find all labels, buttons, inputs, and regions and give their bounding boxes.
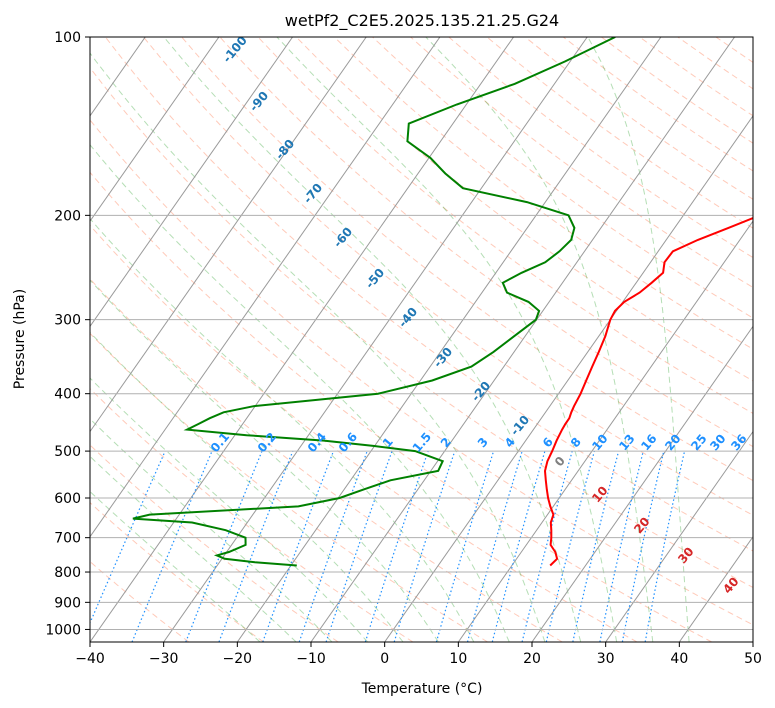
isotherm: [605, 430, 753, 642]
x-axis-label: Temperature (°C): [361, 681, 483, 697]
isotherm: [236, 37, 662, 642]
isotherm: [90, 37, 514, 642]
mixing-ratio-line: [599, 450, 644, 642]
axis-ticks: −40 −30 −20 −10 0 10 20 30 40 50 100 200 300 400 500 60…: [45, 30, 762, 667]
x-tick-label: 40: [670, 651, 688, 667]
x-tick-label: 20: [523, 651, 541, 667]
isotherm: [384, 115, 753, 642]
y-tick-label: 200: [54, 208, 81, 224]
background-lines: [90, 37, 753, 642]
dry-adiabat: [90, 501, 264, 642]
y-axis-label: Pressure (hPa): [12, 289, 28, 389]
dry-adiabat: [143, 37, 753, 516]
dry-adiabat: [105, 37, 753, 552]
isotherm: [90, 37, 293, 328]
plot-frame: [89, 36, 754, 643]
mixing-ratio-line: [572, 450, 620, 642]
x-tick-label: 50: [744, 651, 762, 667]
isotherm: [457, 220, 753, 642]
moist-adiabat: [90, 217, 475, 642]
y-tick-label: 400: [54, 387, 81, 403]
x-tick-label: −40: [75, 651, 105, 667]
dry-adiabat: [90, 332, 488, 642]
moist-adiabat: [276, 37, 618, 642]
y-tick-label: 100: [54, 30, 81, 46]
dry-adiabat: [410, 37, 753, 289]
mixing-ratio-line: [393, 450, 456, 642]
dry-adiabat: [90, 66, 753, 588]
x-tick-label: 30: [597, 651, 615, 667]
temperature-line: [543, 217, 753, 567]
y-tick-label: 700: [54, 531, 81, 547]
dry-adiabat: [90, 278, 563, 642]
dry-adiabat: [219, 37, 753, 448]
dry-adiabat: [90, 171, 712, 642]
isotherm: [531, 325, 753, 642]
mixing-ratio-line: [218, 450, 294, 642]
moist-adiabat: [90, 490, 261, 642]
mixing-ratio-line: [491, 450, 546, 642]
mixing-ratio-line: [521, 450, 573, 642]
moist-adiabat: [90, 331, 404, 642]
mixing-ratio-line: [262, 450, 335, 642]
mixing-ratio-line: [466, 450, 523, 642]
profile-lines: [132, 37, 753, 567]
moist-adiabat: [90, 377, 368, 642]
x-tick-label: −10: [296, 651, 326, 667]
mixing-ratio-line: [545, 450, 595, 642]
dry-adiabat: [295, 37, 753, 382]
moist-adiabat: [425, 37, 654, 642]
isotherm: [90, 37, 367, 433]
mixing-ratio-line: [185, 450, 263, 642]
mixing-ratio-line: [435, 450, 495, 642]
y-tick-label: 800: [54, 565, 81, 581]
moist-adiabat: [90, 52, 546, 642]
isotherm: [90, 37, 441, 538]
y-tick-label: 300: [54, 313, 81, 329]
y-tick-label: 900: [54, 595, 81, 611]
moist-adiabat: [163, 37, 582, 642]
y-tick-label: 600: [54, 491, 81, 507]
x-tick-label: −30: [149, 651, 179, 667]
chart-title: wetPf2_C2E5.2025.135.21.25.G24: [285, 11, 559, 31]
dry-adiabat: [90, 224, 638, 642]
dry-adiabat: [257, 37, 753, 414]
dewpoint-line: [132, 37, 616, 567]
x-tick-label: −20: [223, 651, 253, 667]
y-tick-label: 500: [54, 444, 81, 460]
isotherm: [90, 37, 220, 223]
mixing-ratio-line: [364, 450, 429, 642]
mixing-ratio-line: [131, 450, 213, 642]
isotherm: [678, 535, 753, 642]
moist-adiabat: [587, 37, 690, 642]
isotherm: [163, 37, 588, 642]
dry-adiabat: [90, 119, 753, 626]
moist-adiabat: [90, 279, 439, 642]
x-tick-label: 0: [380, 651, 389, 667]
mixing-ratio-line: [90, 450, 166, 625]
moist-adiabat: [90, 455, 297, 642]
x-tick-label: 10: [449, 651, 467, 667]
y-tick-label: 1000: [45, 622, 81, 638]
mixing-ratio-line: [325, 450, 393, 642]
isotherm: [310, 37, 735, 642]
